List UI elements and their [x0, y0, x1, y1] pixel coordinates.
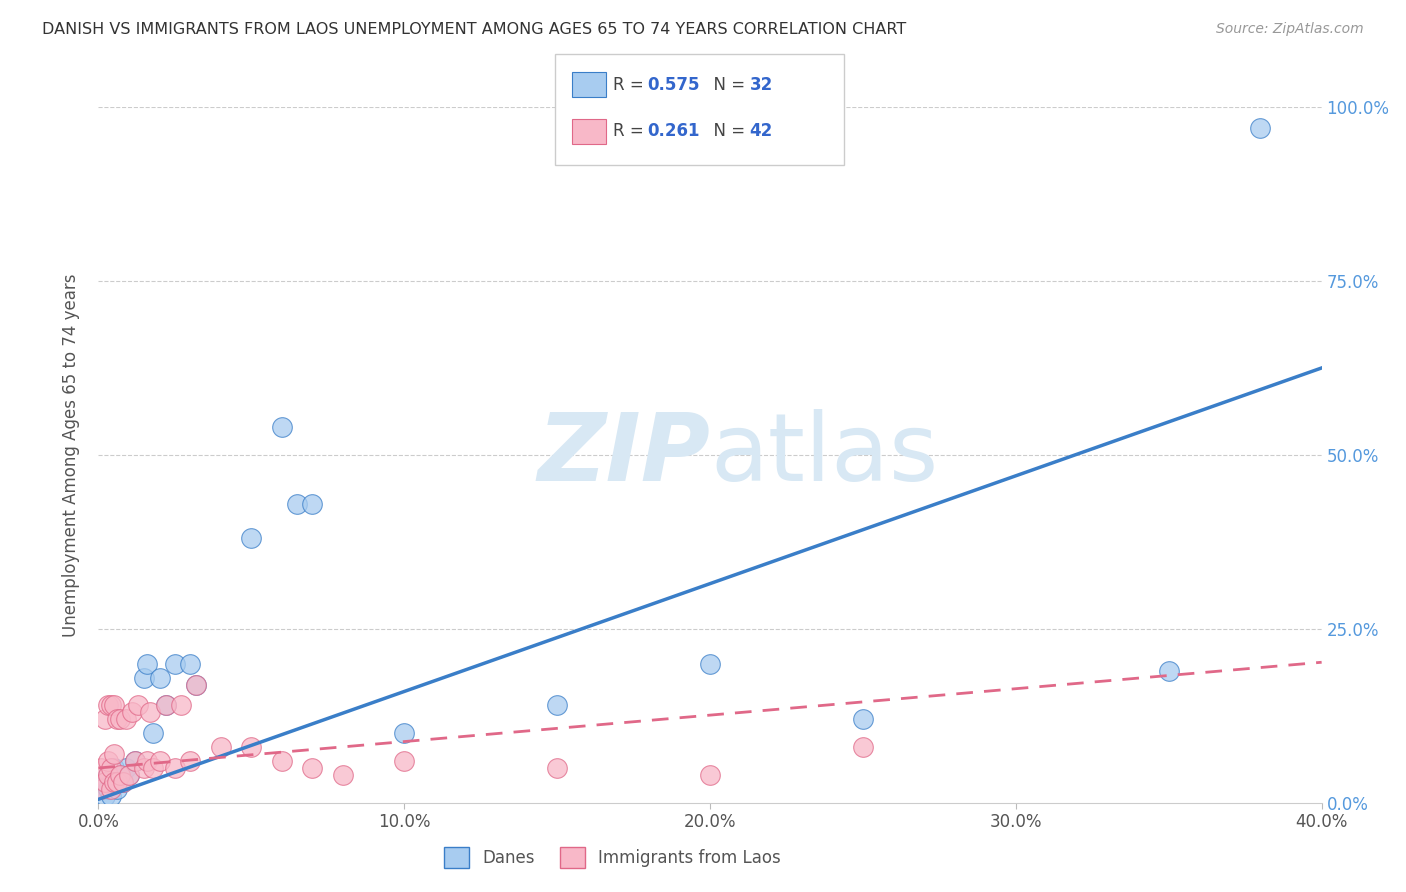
Point — [103, 761, 125, 775]
Text: N =: N = — [703, 76, 751, 94]
Text: ZIP: ZIP — [537, 409, 710, 501]
Text: 42: 42 — [749, 122, 773, 140]
Point — [105, 712, 128, 726]
Point — [97, 698, 120, 713]
Point — [136, 657, 159, 671]
Point — [118, 768, 141, 782]
Point — [301, 761, 323, 775]
Point — [301, 497, 323, 511]
Point — [103, 698, 125, 713]
Point — [100, 698, 122, 713]
Text: R =: R = — [613, 122, 650, 140]
Point — [142, 761, 165, 775]
Point — [100, 761, 122, 775]
Point — [270, 420, 292, 434]
Point — [111, 775, 134, 789]
Point — [852, 712, 875, 726]
Point — [186, 677, 208, 691]
Point — [186, 677, 208, 691]
Point — [546, 761, 568, 775]
Point — [124, 754, 146, 768]
Legend: Danes, Immigrants from Laos: Danes, Immigrants from Laos — [437, 841, 787, 874]
Point — [546, 698, 568, 713]
Text: 0.261: 0.261 — [647, 122, 699, 140]
Point — [93, 775, 115, 789]
Point — [1157, 664, 1180, 678]
Point — [124, 754, 146, 768]
Point — [100, 781, 122, 796]
Text: R =: R = — [613, 76, 650, 94]
Point — [392, 726, 416, 740]
Point — [100, 789, 122, 803]
Point — [163, 761, 186, 775]
Point — [108, 712, 131, 726]
Point — [97, 768, 120, 782]
Point — [103, 775, 125, 789]
Point — [270, 754, 292, 768]
Point — [392, 754, 416, 768]
Point — [105, 781, 128, 796]
Point — [136, 754, 159, 768]
Point — [163, 657, 186, 671]
Point — [134, 671, 156, 685]
Point — [155, 698, 177, 713]
Point — [90, 781, 112, 796]
Point — [127, 698, 149, 713]
Point — [90, 761, 112, 775]
Point — [97, 781, 120, 796]
Point — [97, 754, 120, 768]
Point — [93, 775, 115, 789]
Point — [179, 657, 201, 671]
Point — [90, 781, 112, 796]
Text: Source: ZipAtlas.com: Source: ZipAtlas.com — [1216, 22, 1364, 37]
Point — [699, 768, 721, 782]
Point — [93, 712, 115, 726]
Text: N =: N = — [703, 122, 751, 140]
Point — [105, 775, 128, 789]
Point — [240, 532, 263, 546]
Point — [1249, 120, 1271, 135]
Point — [139, 706, 162, 720]
Point — [115, 712, 138, 726]
Point — [103, 775, 125, 789]
Point — [103, 747, 125, 761]
Point — [852, 740, 875, 755]
Point — [121, 706, 143, 720]
Text: DANISH VS IMMIGRANTS FROM LAOS UNEMPLOYMENT AMONG AGES 65 TO 74 YEARS CORRELATIO: DANISH VS IMMIGRANTS FROM LAOS UNEMPLOYM… — [42, 22, 907, 37]
Point — [285, 497, 308, 511]
Point — [108, 768, 131, 782]
Point — [699, 657, 721, 671]
Point — [155, 698, 177, 713]
Y-axis label: Unemployment Among Ages 65 to 74 years: Unemployment Among Ages 65 to 74 years — [62, 273, 80, 637]
Point — [115, 761, 138, 775]
Point — [97, 768, 120, 782]
Point — [108, 768, 131, 782]
Point — [142, 726, 165, 740]
Point — [93, 789, 115, 803]
Point — [111, 775, 134, 789]
Point — [149, 671, 172, 685]
Point — [118, 768, 141, 782]
Point — [332, 768, 354, 782]
Point — [149, 754, 172, 768]
Text: atlas: atlas — [710, 409, 938, 501]
Point — [134, 761, 156, 775]
Point — [179, 754, 201, 768]
Point — [240, 740, 263, 755]
Text: 32: 32 — [749, 76, 773, 94]
Point — [209, 740, 232, 755]
Text: 0.575: 0.575 — [647, 76, 699, 94]
Point — [170, 698, 193, 713]
